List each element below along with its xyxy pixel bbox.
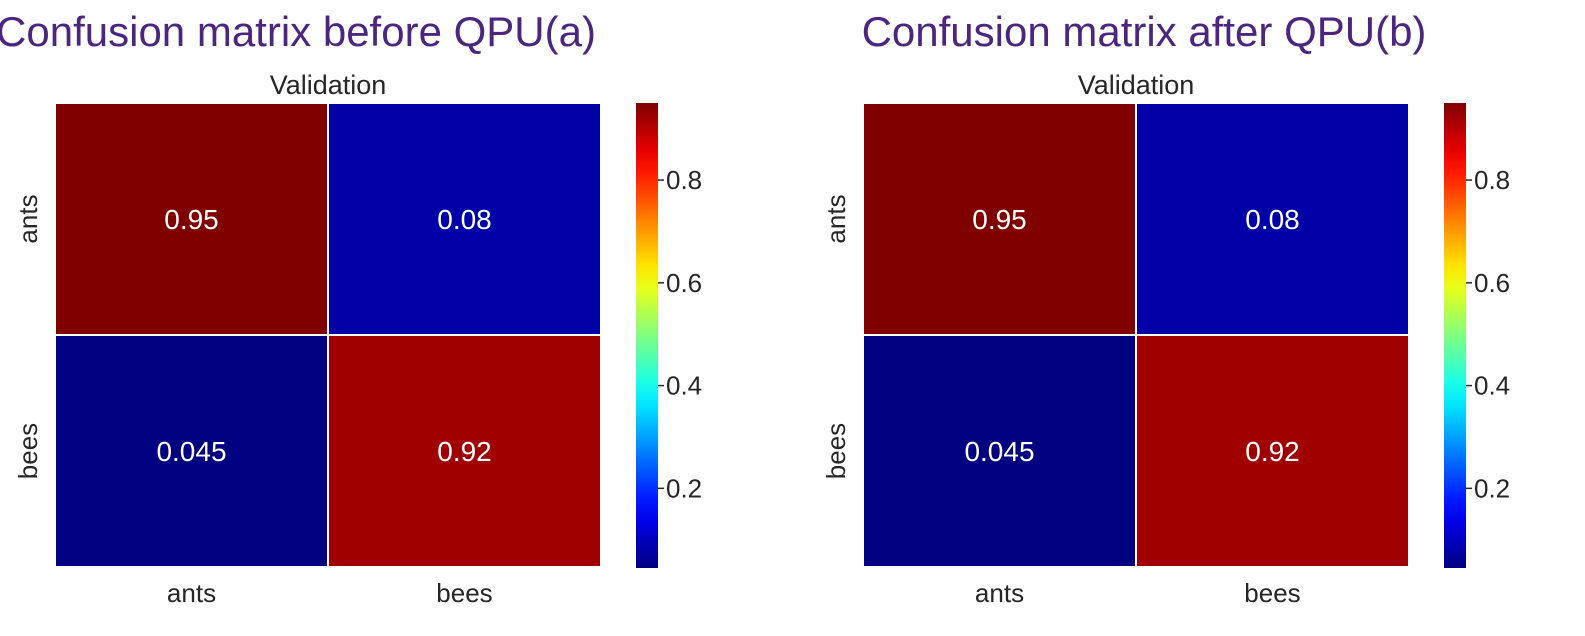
colorbar-tick-label: 0.4 <box>666 371 702 401</box>
heatmap-cell-ants-bees <box>327 102 602 336</box>
colorbar-tick-label: 0.2 <box>666 473 702 503</box>
colorbar <box>1444 103 1466 568</box>
x-tick-label: ants <box>975 578 1024 608</box>
heatmap-cell-ants-ants <box>862 102 1137 336</box>
x-tick-label: bees <box>1244 578 1300 608</box>
heatmap-after: Validation 0.95 0.08 0.045 0.92 ants bees ants b… <box>821 70 1510 608</box>
cell-value-label: 0.045 <box>964 436 1034 467</box>
y-tick-label: ants <box>821 194 851 243</box>
cell-value-label: 0.08 <box>437 204 492 235</box>
heatmap-cell-bees-bees <box>327 334 602 568</box>
heatmap-cell-bees-ants <box>54 334 329 568</box>
confusion-matrix-after-panel: Confusion matrix after QPU(b) Validation… <box>808 0 1585 636</box>
chart-title-before: Confusion matrix before QPU(a) <box>0 8 596 55</box>
subtitle-validation: Validation <box>1078 70 1195 100</box>
cell-value-label: 0.92 <box>1245 436 1300 467</box>
y-tick-label: ants <box>13 194 43 243</box>
heatmap-cell-bees-bees <box>1135 334 1410 568</box>
colorbar-tick-label: 0.2 <box>1474 473 1510 503</box>
colorbar-tick-label: 0.6 <box>1474 268 1510 298</box>
heatmap-cell-bees-ants <box>862 334 1137 568</box>
heatmap-cell-ants-ants <box>54 102 329 336</box>
subtitle-validation: Validation <box>270 70 387 100</box>
heatmap-before: Validation 0.95 0.08 0.045 0.92 ants bees ants b… <box>13 70 702 608</box>
cell-value-label: 0.045 <box>156 436 226 467</box>
y-tick-label: bees <box>13 423 43 479</box>
x-tick-label: ants <box>167 578 216 608</box>
cell-value-label: 0.95 <box>164 204 219 235</box>
colorbar-tick-label: 0.6 <box>666 268 702 298</box>
colorbar-tick-label: 0.4 <box>1474 371 1510 401</box>
cell-value-label: 0.95 <box>972 204 1027 235</box>
cell-value-label: 0.92 <box>437 436 492 467</box>
chart-title-after: Confusion matrix after QPU(b) <box>861 8 1427 55</box>
y-tick-label: bees <box>821 423 851 479</box>
heatmap-cell-ants-bees <box>1135 102 1410 336</box>
colorbar <box>636 103 658 568</box>
x-tick-label: bees <box>436 578 492 608</box>
cell-value-label: 0.08 <box>1245 204 1300 235</box>
colorbar-tick-label: 0.8 <box>1474 165 1510 195</box>
colorbar-tick-label: 0.8 <box>666 165 702 195</box>
confusion-matrix-before-panel: Confusion matrix before QPU(a) Validatio… <box>0 0 792 636</box>
